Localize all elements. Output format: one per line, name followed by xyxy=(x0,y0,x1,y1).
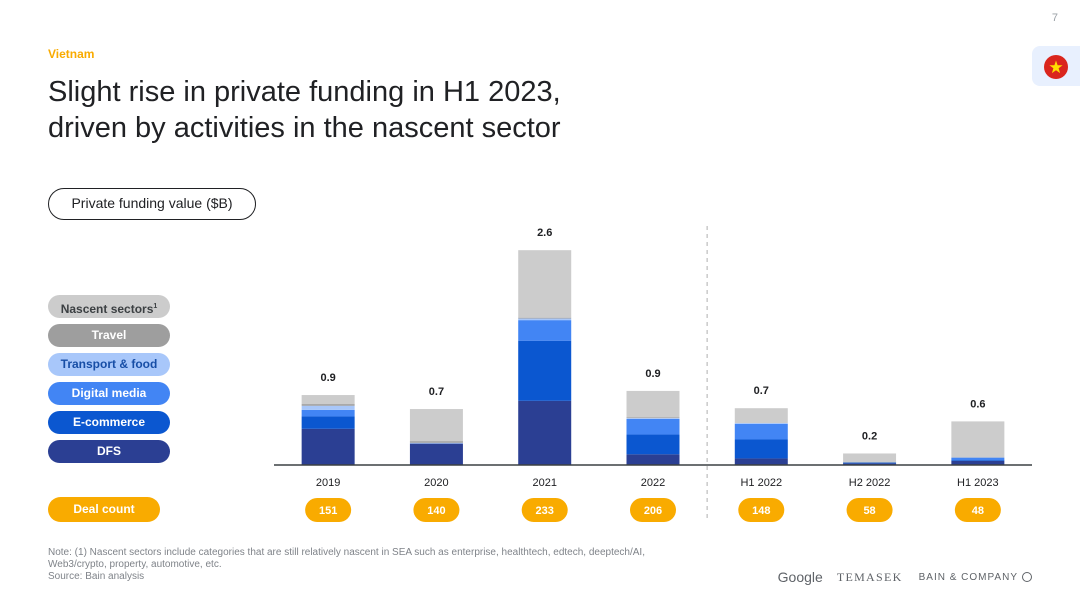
bar-segment-nascent xyxy=(301,395,355,405)
legend-label: Transport & food xyxy=(60,357,158,371)
legend-item-ecommerce: E-commerce xyxy=(48,411,170,434)
x-tick-label: H1 2022 xyxy=(740,477,782,489)
bar-segment-ecommerce xyxy=(301,416,355,429)
note-line-2: Web3/crypto, property, automotive, etc. xyxy=(48,559,222,570)
chart-legend: Nascent sectors1 Travel Transport & food Di… xyxy=(48,295,170,469)
page-title: Slight rise in private funding in H1 202… xyxy=(48,74,748,146)
x-tick-label: 2020 xyxy=(424,477,448,489)
bar-segment-ecommerce xyxy=(626,434,680,455)
bar-total-label: 0.2 xyxy=(862,430,877,442)
deal-count-value: 48 xyxy=(972,505,984,517)
bar-total-label: 0.9 xyxy=(645,368,660,380)
partner-logos: Google TEMASEK BAIN & COMPANY xyxy=(778,569,1032,585)
x-tick-label: 2019 xyxy=(316,477,340,489)
bar-segment-travel xyxy=(301,404,355,406)
x-tick-label: H1 2023 xyxy=(957,477,999,489)
deal-count-value: 233 xyxy=(536,505,554,517)
deal-count-value: 206 xyxy=(644,505,662,517)
title-line-2: driven by activities in the nascent sect… xyxy=(48,112,561,144)
deal-count-pill xyxy=(630,498,676,522)
bar-segment-nascent xyxy=(518,250,572,318)
bar-segment-dfs xyxy=(518,400,572,465)
deal-count-value: 140 xyxy=(427,505,445,517)
legend-item-nascent: Nascent sectors1 xyxy=(48,295,170,318)
legend-label: Digital media xyxy=(71,386,147,400)
footnotes: Note: (1) Nascent sectors include catego… xyxy=(48,547,708,583)
bar-total-label: 0.9 xyxy=(320,372,335,384)
bar-segment-ecommerce xyxy=(518,340,572,401)
bar-segment-nascent xyxy=(409,409,463,442)
bar-segment-dfs xyxy=(734,458,788,465)
legend-item-travel: Travel xyxy=(48,324,170,347)
bar-segment-transport xyxy=(301,405,355,410)
x-tick-label: 2021 xyxy=(532,477,556,489)
x-tick-label: 2022 xyxy=(641,477,665,489)
bar-total-label: 0.7 xyxy=(429,386,444,398)
deal-count-value: 58 xyxy=(863,505,875,517)
bar-segment-transport xyxy=(518,318,572,321)
legend-label: DFS xyxy=(97,444,121,458)
bar-segment-digital xyxy=(626,418,680,435)
deal-count-pill xyxy=(413,498,460,522)
bar-segment-dfs xyxy=(409,443,463,465)
bar-segment-dfs xyxy=(951,460,1005,465)
deal-count-value: 151 xyxy=(319,505,337,517)
deal-count-pill xyxy=(954,498,1001,522)
deal-count-label: Deal count xyxy=(48,497,160,522)
bar-segment-digital xyxy=(734,423,788,440)
bar-segment-travel xyxy=(518,317,572,319)
bar-segment-travel xyxy=(626,417,680,419)
bar-total-label: 2.6 xyxy=(537,227,552,239)
x-tick-label: H2 2022 xyxy=(849,477,891,489)
deal-count-pill xyxy=(738,498,785,522)
bar-segment-transport xyxy=(734,423,788,424)
legend-footnote: 1 xyxy=(153,303,158,310)
title-line-1: Slight rise in private funding in H1 202… xyxy=(48,76,561,108)
google-logo: Google xyxy=(777,569,823,585)
bar-segment-ecommerce xyxy=(734,439,788,459)
bar-segment-nascent xyxy=(734,408,788,424)
bar-segment-dfs xyxy=(843,463,897,465)
bar-segment-ecommerce xyxy=(843,462,897,464)
bar-segment-digital xyxy=(301,409,355,417)
legend-item-dfs: DFS xyxy=(48,440,170,463)
bar-total-label: 0.6 xyxy=(970,398,985,410)
vietnam-flag-icon xyxy=(1044,55,1068,79)
legend-label: E-commerce xyxy=(72,415,146,429)
bain-logo: BAIN & COMPANY xyxy=(918,571,1032,583)
bar-segment-travel xyxy=(409,441,463,443)
deal-count-pill xyxy=(521,498,568,522)
bar-total-label: 0.7 xyxy=(754,385,769,397)
legend-item-digital: Digital media xyxy=(48,382,170,405)
page-number: 7 xyxy=(1051,12,1058,24)
bar-segment-nascent xyxy=(843,453,897,463)
bar-segment-ecommerce xyxy=(951,460,1005,461)
bar-segment-transport xyxy=(409,442,463,444)
bar-segment-digital xyxy=(951,457,1005,461)
legend-label: Travel xyxy=(91,328,127,342)
bain-mark-icon xyxy=(1022,571,1032,582)
source-line: Source: Bain analysis xyxy=(48,571,145,582)
metric-label-pill: Private funding value ($B) xyxy=(48,188,256,220)
vietnam-flag-tab[interactable] xyxy=(1032,46,1080,86)
bar-segment-transport xyxy=(626,418,680,419)
legend-item-transport: Transport & food xyxy=(48,353,170,376)
country-eyebrow: Vietnam xyxy=(48,47,95,61)
bar-segment-digital xyxy=(518,320,572,341)
bar-segment-nascent xyxy=(626,390,680,418)
deal-count-value: 148 xyxy=(752,505,770,517)
legend-label: Nascent sectors xyxy=(60,302,154,316)
note-line-1: Note: (1) Nascent sectors include catego… xyxy=(48,547,645,558)
temasek-logo: TEMASEK xyxy=(836,569,903,584)
bar-segment-dfs xyxy=(626,454,680,465)
deal-count-pill xyxy=(305,498,352,522)
bain-logo-text: BAIN & COMPANY xyxy=(918,571,1018,583)
bar-segment-nascent xyxy=(951,421,1005,458)
bar-segment-dfs xyxy=(301,428,355,465)
deal-count-pill xyxy=(846,498,893,522)
